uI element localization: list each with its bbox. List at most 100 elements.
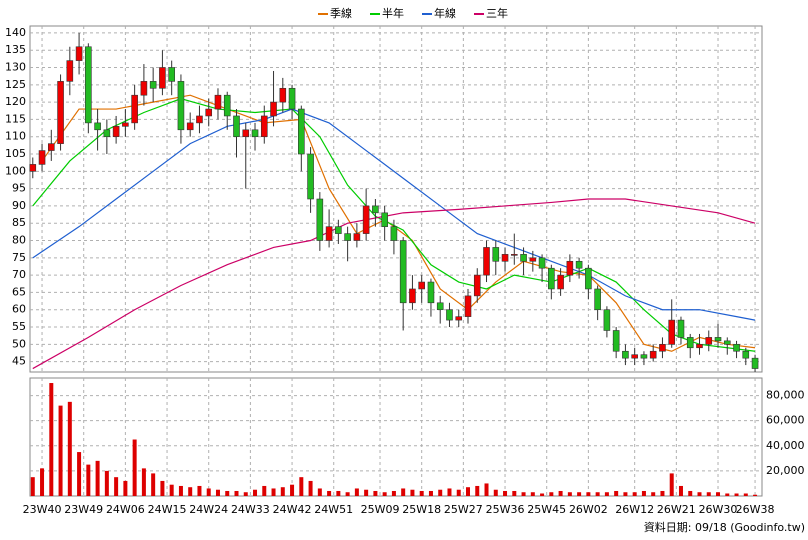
volume-bar — [447, 488, 452, 496]
y2-tick-label: 60,000 — [766, 414, 805, 427]
candle-body — [566, 260, 574, 276]
candle-body — [353, 233, 361, 241]
candle-body — [649, 350, 657, 359]
candle-body — [631, 354, 638, 359]
volume-bar — [234, 490, 239, 496]
candle-body — [520, 254, 527, 262]
volume-bar — [456, 489, 461, 496]
candle-body — [640, 354, 648, 359]
x-tick-label: 26W21 — [657, 503, 696, 516]
candle-body — [557, 274, 564, 290]
volume-bar — [558, 490, 563, 496]
volume-bar — [706, 492, 711, 496]
y-tick-label: 110 — [5, 130, 26, 143]
volume-bar — [697, 492, 702, 496]
candle-body — [612, 330, 620, 352]
legend-label: 年線 — [434, 6, 456, 20]
volume-bar — [206, 488, 211, 496]
volume-bar — [40, 468, 45, 496]
candle-body — [446, 309, 453, 321]
volume-bar — [725, 493, 730, 496]
y-tick-label: 50 — [12, 337, 26, 350]
volume-bar — [475, 485, 480, 496]
y-tick-label: 70 — [12, 268, 26, 281]
volume-bar — [716, 492, 721, 496]
volume-bar — [734, 493, 739, 496]
candle-body — [501, 254, 509, 262]
candle-body — [622, 350, 629, 359]
y-tick-label: 75 — [12, 251, 26, 264]
y-tick-label: 105 — [5, 147, 26, 160]
ma-line — [32, 98, 756, 352]
candle-body — [538, 257, 546, 269]
y-tick-label: 120 — [5, 95, 26, 108]
candle-body — [47, 143, 55, 151]
volume-bar — [438, 489, 443, 496]
volume-bar — [493, 489, 498, 496]
volume-bar — [743, 493, 748, 496]
x-tick-label: 24W15 — [148, 503, 187, 516]
candle-body — [260, 115, 268, 138]
volume-bar — [30, 477, 35, 496]
y-tick-label: 90 — [12, 199, 26, 212]
y-tick-label: 125 — [5, 78, 26, 91]
candle-body — [742, 350, 750, 359]
candle-body — [362, 205, 370, 234]
candle-body — [177, 81, 185, 131]
y2-tick-label: 20,000 — [766, 464, 805, 477]
candle-body — [325, 226, 333, 241]
x-tick-label: 25W09 — [361, 503, 400, 516]
y-tick-label: 55 — [12, 320, 26, 333]
candle-body — [427, 281, 435, 304]
x-tick-label: 26W12 — [615, 503, 654, 516]
candle-body — [66, 60, 74, 82]
candle-body — [159, 67, 166, 89]
y-tick-label: 100 — [5, 164, 26, 177]
candle-body — [705, 337, 713, 345]
volume-bar — [225, 490, 230, 496]
candle-body — [390, 226, 398, 241]
volume-bar — [577, 492, 582, 496]
x-tick-label: 25W45 — [527, 503, 566, 516]
candle-body — [29, 164, 37, 172]
y-tick-label: 60 — [12, 303, 26, 316]
candle-body — [140, 81, 148, 96]
x-tick-label: 25W36 — [486, 503, 525, 516]
volume-bar — [114, 477, 119, 496]
volume-bar — [428, 490, 433, 496]
volume-bar — [104, 470, 109, 496]
y2-tick-label: 40,000 — [766, 439, 805, 452]
volume-bar — [299, 477, 304, 496]
candle-body — [223, 94, 231, 117]
volume-bar — [308, 480, 313, 496]
volume-bar — [151, 473, 156, 496]
legend-label: 三年 — [486, 6, 508, 20]
candle-body — [723, 340, 731, 345]
ma-line — [32, 108, 756, 321]
candle-body — [288, 87, 296, 110]
volume-bar — [688, 490, 693, 496]
legend-label: 季線 — [330, 6, 352, 20]
volume-bar — [364, 489, 369, 496]
volume-bar — [141, 468, 146, 496]
volume-bar — [391, 490, 396, 496]
candle-body — [149, 81, 157, 89]
candle-body — [483, 247, 490, 276]
volume-bar — [77, 452, 82, 496]
y-tick-label: 130 — [5, 61, 26, 74]
candle-body — [548, 267, 555, 290]
volume-bar — [58, 405, 63, 496]
x-tick-label: 24W06 — [106, 503, 145, 516]
candle-body — [585, 267, 592, 290]
x-tick-label: 23W49 — [64, 503, 103, 516]
volume-bar — [623, 492, 628, 496]
volume-bar — [188, 487, 193, 496]
volume-bar — [49, 383, 54, 496]
volume-bar — [419, 490, 424, 496]
x-tick-label: 26W02 — [569, 503, 608, 516]
volume-bar — [614, 490, 619, 496]
x-tick-label: 26W38 — [736, 503, 775, 516]
candle-body — [492, 247, 500, 262]
volume-bar — [401, 488, 406, 496]
